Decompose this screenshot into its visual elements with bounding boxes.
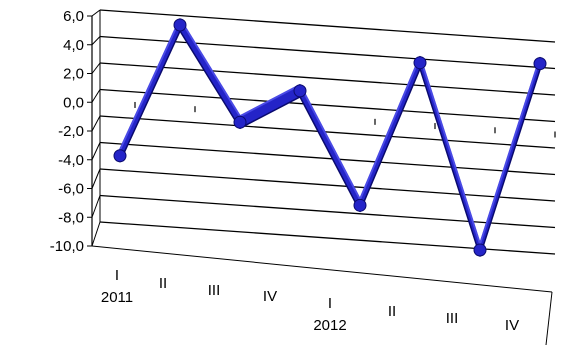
ribbon-highlight: [179, 18, 241, 117]
data-point: [413, 56, 427, 70]
floor-right-edge: [545, 291, 553, 346]
data-point: [173, 18, 187, 32]
y-tick-label: -10,0: [50, 238, 84, 255]
ribbon-highlight: [239, 84, 301, 118]
floor-front-edge: [91, 245, 553, 293]
gridline: [99, 168, 556, 202]
ribbon-highlight: [119, 18, 181, 151]
y-tick-label: -2,0: [58, 123, 84, 140]
data-point: [233, 115, 247, 129]
ribbon-segment: [239, 84, 301, 129]
gridline-link: [91, 89, 101, 103]
gridline: [99, 141, 556, 176]
data-point: [293, 84, 307, 98]
y-tick-label: -4,0: [58, 152, 84, 169]
x-tick-label: II: [159, 275, 167, 292]
x-tick-label: III: [446, 310, 459, 327]
ribbon-highlight: [299, 84, 361, 200]
y-axis-ticks: 6,0 4,0 2,0 0,0 -2,0 -4,0 -6,0 -8,0 -10,0: [50, 8, 92, 255]
ribbon-highlight: [419, 56, 481, 245]
series-ribbon: [113, 18, 547, 257]
gridline-link: [91, 195, 101, 218]
gridline-link: [91, 142, 101, 160]
x-tick-label: III: [208, 282, 221, 299]
x-year-label: 2011: [101, 289, 133, 306]
x-year-label: 2012: [313, 317, 346, 334]
gridline-link: [91, 36, 101, 46]
x-tick-label: IV: [263, 288, 277, 305]
y-tick-label: 2,0: [63, 66, 84, 83]
x-tick-label: I: [115, 267, 119, 284]
data-point: [533, 57, 547, 71]
ribbon-highlight: [479, 57, 541, 245]
data-point: [473, 243, 487, 257]
x-tick-label: I: [328, 295, 332, 312]
y-tick-label: -8,0: [58, 209, 84, 226]
gridline-link: [91, 221, 101, 247]
data-point: [353, 198, 367, 212]
y-tick-label: 0,0: [63, 94, 84, 111]
gridline-link: [91, 168, 101, 189]
y-tick-label: 6,0: [63, 8, 84, 25]
y-tick-label: 4,0: [63, 37, 84, 54]
gridline: [99, 88, 556, 123]
gridline: [99, 115, 556, 149]
ribbon-highlight: [359, 56, 421, 200]
data-point: [113, 149, 127, 163]
gridline-link: [91, 115, 101, 132]
gridline: [99, 194, 556, 229]
gridlines: [91, 9, 556, 255]
gridline: [99, 62, 556, 96]
x-tick-label: IV: [505, 317, 519, 334]
y-tick-label: -6,0: [58, 181, 84, 198]
gridline: [99, 9, 556, 43]
x-tick-label: II: [388, 303, 396, 320]
gridline-link: [91, 62, 101, 74]
gridline-link: [91, 9, 101, 17]
